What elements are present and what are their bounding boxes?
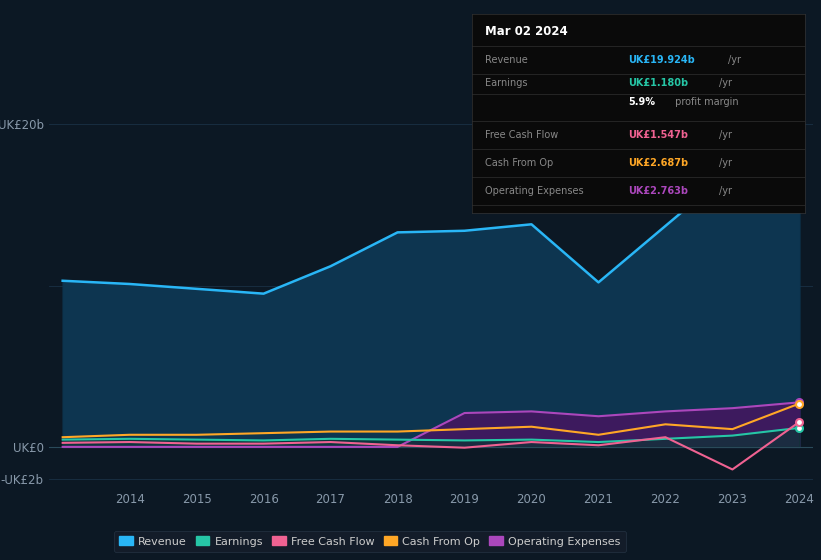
Text: /yr: /yr [728, 55, 741, 65]
Text: Cash From Op: Cash From Op [485, 158, 553, 168]
Text: profit margin: profit margin [672, 97, 739, 108]
Text: Mar 02 2024: Mar 02 2024 [485, 25, 568, 39]
Text: Operating Expenses: Operating Expenses [485, 186, 584, 196]
Text: UK£2.763b: UK£2.763b [628, 186, 688, 196]
Text: /yr: /yr [719, 186, 732, 196]
Text: Free Cash Flow: Free Cash Flow [485, 130, 558, 140]
Text: UK£19.924b: UK£19.924b [628, 55, 695, 65]
Text: UK£1.180b: UK£1.180b [628, 78, 689, 87]
Text: /yr: /yr [719, 130, 732, 140]
Text: UK£1.547b: UK£1.547b [628, 130, 688, 140]
Legend: Revenue, Earnings, Free Cash Flow, Cash From Op, Operating Expenses: Revenue, Earnings, Free Cash Flow, Cash … [114, 531, 626, 552]
Text: /yr: /yr [719, 158, 732, 168]
Text: Revenue: Revenue [485, 55, 528, 65]
Text: 5.9%: 5.9% [628, 97, 655, 108]
Text: UK£2.687b: UK£2.687b [628, 158, 689, 168]
Text: /yr: /yr [719, 78, 732, 87]
Text: Earnings: Earnings [485, 78, 528, 87]
